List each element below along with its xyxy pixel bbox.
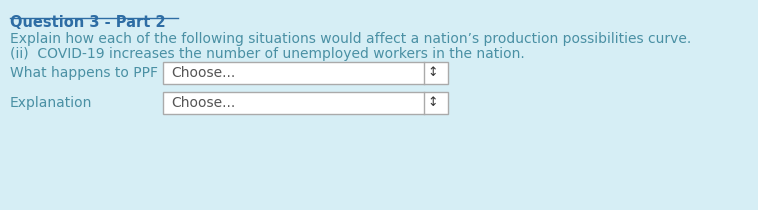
FancyBboxPatch shape [163,92,448,114]
Text: Choose...: Choose... [171,66,235,80]
Text: Question 3 - Part 2: Question 3 - Part 2 [10,15,166,30]
FancyBboxPatch shape [163,62,448,84]
Text: Explain how each of the following situations would affect a nation’s production : Explain how each of the following situat… [10,32,691,46]
Text: Choose...: Choose... [171,96,235,110]
Text: What happens to PPF: What happens to PPF [10,66,158,80]
Text: (ii)  COVID-19 increases the number of unemployed workers in the nation.: (ii) COVID-19 increases the number of un… [10,47,525,61]
Text: Explanation: Explanation [10,96,92,110]
Text: ↕: ↕ [428,97,438,109]
Text: ↕: ↕ [428,67,438,80]
